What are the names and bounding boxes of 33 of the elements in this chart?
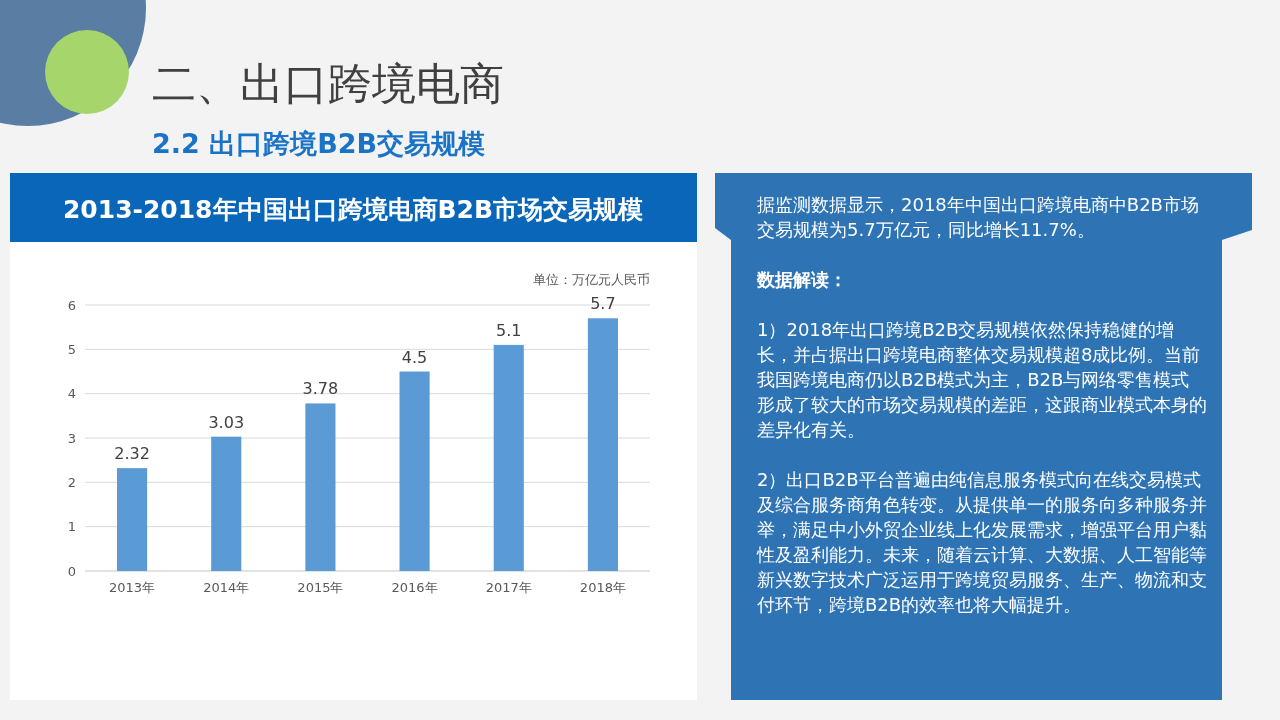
y-tick-label: 6 xyxy=(67,297,76,313)
y-axis-title: 单位：万亿元人民币 xyxy=(533,272,650,287)
y-tick-label: 3 xyxy=(67,430,76,446)
bar xyxy=(117,468,148,571)
text: 2.2 出口跨境B2B交易规模 xyxy=(152,128,486,159)
data-label: 5.7 xyxy=(590,294,616,314)
y-tick-label: 5 xyxy=(67,341,76,357)
bar xyxy=(211,436,242,571)
chart-title: 2013-2018年中国出口跨境电商B2B市场交易规模 xyxy=(62,195,644,224)
y-tick-label: 4 xyxy=(67,386,76,402)
data-label: 3.03 xyxy=(208,412,245,432)
bar xyxy=(399,371,430,571)
text: 2）出口B2B平台普遍由纯信息服务模式向在线交易模式及综合服务商角色转变。从提供单一的服务向多种服务并举，满足中小外贸企业线上化发展需求，增强平台用户黏性及盈利能力。未来，随着云计算、大数据、人工智能等新兴数字技术广泛运用于跨境贸易服务、生产、物流和支付环节，跨境B2B的效率也将大幅提升。 xyxy=(757,467,1207,617)
y-tick-label: 0 xyxy=(67,563,76,579)
text: 据监测数据显示，2018年中国出口跨境电商中B2B市场交易规模为5.7万亿元，同比增长11.7%。 xyxy=(757,192,1200,242)
data-label: 2.32 xyxy=(114,444,150,464)
text: 二、出口跨境电商 xyxy=(152,58,504,109)
x-tick-label: 2018年 xyxy=(579,580,626,595)
y-tick-label: 1 xyxy=(67,519,76,535)
bar xyxy=(305,403,336,571)
x-tick-label: 2016年 xyxy=(391,580,438,595)
x-tick-label: 2013年 xyxy=(109,580,156,595)
data-label: 4.5 xyxy=(401,347,428,367)
x-tick-label: 2014年 xyxy=(203,580,250,595)
text: 1）2018年出口跨境B2B交易规模依然保持稳健的增长，并占据出口跨境电商整体交易规模超8成比例。当前我国跨境电商仍以B2B模式为主，B2B与网络零售模式形成了较大的市场交易规模的差距，这跟商业模式本身的差异化有关。 xyxy=(757,317,1207,442)
y-tick-label: 2 xyxy=(67,474,76,490)
x-tick-label: 2015年 xyxy=(297,580,344,595)
x-tick-label: 2017年 xyxy=(485,580,532,595)
text: 数据解读： xyxy=(757,267,848,292)
bar xyxy=(587,318,618,571)
bar xyxy=(493,344,524,571)
data-label: 5.1 xyxy=(496,320,522,340)
data-label: 3.78 xyxy=(302,379,339,399)
